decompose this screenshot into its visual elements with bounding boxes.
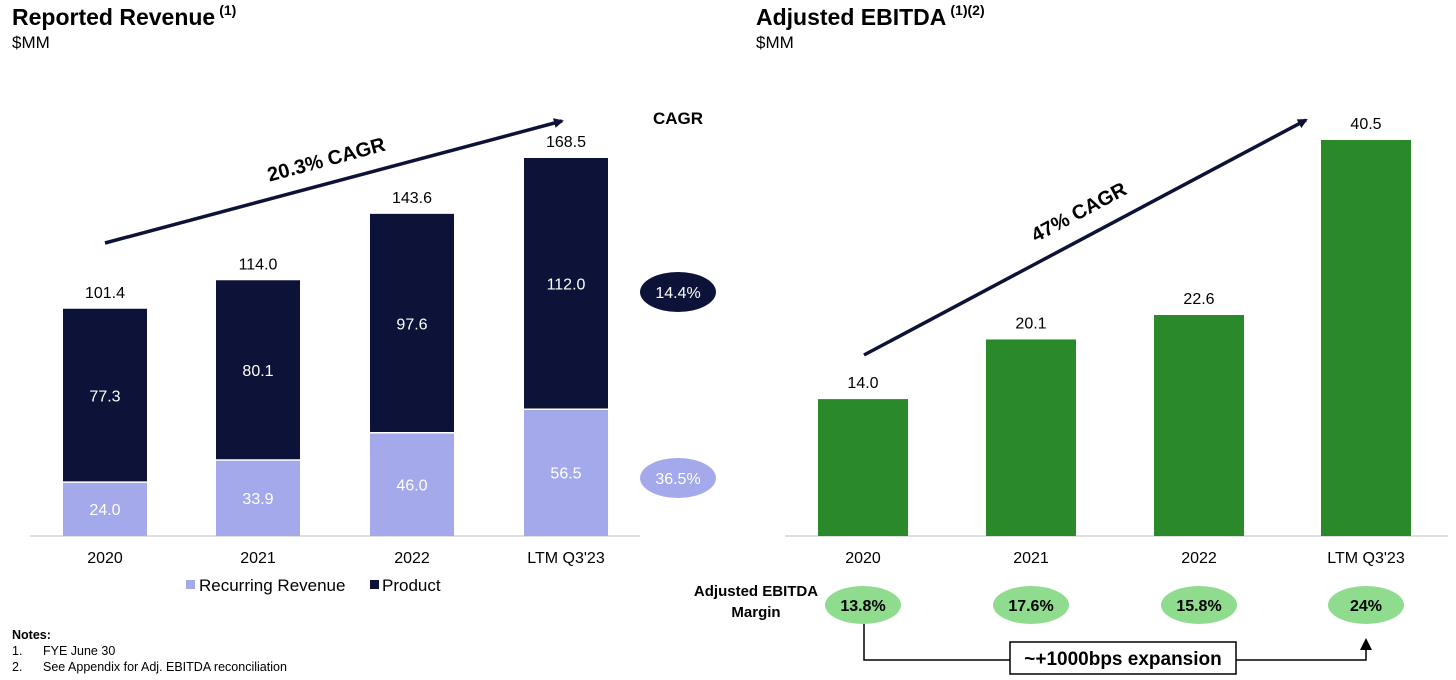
cagr-column-header: CAGR bbox=[653, 109, 703, 128]
expansion-label: ~+1000bps expansion bbox=[1024, 649, 1222, 670]
ebitda-value-label: 22.6 bbox=[1183, 291, 1214, 308]
total-value-label: 143.6 bbox=[392, 190, 432, 207]
expansion-arrowhead bbox=[1360, 638, 1372, 650]
revenue-chart-title: Reported Revenue (1) bbox=[12, 2, 237, 30]
margin-label-line2: Margin bbox=[731, 604, 780, 621]
recurring-revenue-bar bbox=[524, 409, 608, 536]
product-cagr-badge bbox=[640, 272, 716, 312]
ebitda-value-label: 20.1 bbox=[1015, 315, 1046, 332]
ebitda-bar bbox=[818, 399, 908, 536]
x-tick-label: 2022 bbox=[394, 550, 430, 567]
recurring-value-label: 46.0 bbox=[396, 477, 427, 494]
margin-pill bbox=[993, 586, 1069, 624]
margin-value: 17.6% bbox=[1008, 598, 1053, 615]
x-tick-label: 2021 bbox=[240, 550, 276, 567]
total-value-label: 101.4 bbox=[85, 285, 125, 302]
revenue-cagr-arrow-label: 20.3% CAGR bbox=[265, 134, 388, 187]
product-bar bbox=[524, 158, 608, 410]
total-value-label: 168.5 bbox=[546, 134, 586, 151]
margin-value: 15.8% bbox=[1176, 598, 1221, 615]
note-item: 2. See Appendix for Adj. EBITDA reconcili… bbox=[12, 660, 287, 674]
ebitda-title-footnote: (1)(2) bbox=[950, 2, 985, 18]
recurring-cagr-value: 36.5% bbox=[655, 471, 700, 488]
footnotes: Notes: 1. FYE June 30 2. See Appendix for … bbox=[12, 627, 287, 675]
legend-recurring-swatch bbox=[186, 580, 195, 589]
product-bar bbox=[63, 308, 147, 483]
ebitda-bar bbox=[986, 339, 1076, 536]
product-value-label: 80.1 bbox=[242, 363, 273, 380]
x-tick-label: 2021 bbox=[1013, 550, 1049, 567]
ebitda-value-label: 40.5 bbox=[1350, 116, 1381, 133]
margin-label-line1: Adjusted EBITDA bbox=[694, 583, 818, 600]
x-tick-label: 2020 bbox=[87, 550, 123, 567]
revenue-bars: 24.0 77.3 101.4 2020 33.9 80.1 114.0 2021 46.0 97… bbox=[63, 134, 608, 567]
ebitda-cagr-arrow-label: 47% CAGR bbox=[1028, 178, 1131, 247]
ebitda-bars: 14.0 2020 20.1 2021 22.6 2022 40.5 LTM Q3'23 bbox=[818, 116, 1411, 567]
margin-value: 13.8% bbox=[840, 598, 885, 615]
recurring-value-label: 56.5 bbox=[550, 466, 581, 483]
product-value-label: 97.6 bbox=[396, 316, 427, 333]
x-tick-label: LTM Q3'23 bbox=[1327, 550, 1405, 567]
note-item: 1. FYE June 30 bbox=[12, 644, 116, 658]
expansion-box bbox=[1009, 641, 1237, 675]
ebitda-bar bbox=[1321, 140, 1411, 536]
notes-heading: Notes: bbox=[12, 628, 51, 642]
margin-value: 24% bbox=[1350, 598, 1382, 615]
recurring-value-label: 33.9 bbox=[242, 491, 273, 508]
margin-pill bbox=[1161, 586, 1237, 624]
ebitda-unit-label: $MM bbox=[756, 33, 794, 52]
legend-recurring-label: Recurring Revenue bbox=[199, 576, 345, 595]
product-value-label: 77.3 bbox=[89, 388, 120, 405]
legend-product-swatch bbox=[370, 580, 379, 589]
revenue-cagr-arrow bbox=[104, 118, 564, 245]
x-tick-label: 2022 bbox=[1181, 550, 1217, 567]
total-value-label: 114.0 bbox=[239, 256, 278, 273]
x-tick-label: 2020 bbox=[845, 550, 881, 567]
recurring-cagr-badge bbox=[640, 458, 716, 498]
margin-pill bbox=[825, 586, 901, 624]
margin-pill bbox=[1328, 586, 1404, 624]
margin-pills: 13.8% 17.6% 15.8% 24% bbox=[825, 586, 1404, 624]
recurring-revenue-bar bbox=[370, 432, 454, 536]
product-value-label: 112.0 bbox=[547, 277, 586, 294]
product-bar bbox=[216, 280, 300, 460]
revenue-unit-label: $MM bbox=[12, 33, 50, 52]
recurring-revenue-bar bbox=[63, 482, 147, 536]
ebitda-chart-title: Adjusted EBITDA (1)(2) bbox=[756, 2, 985, 30]
product-cagr-value: 14.4% bbox=[655, 285, 700, 302]
legend-product-label: Product bbox=[382, 576, 441, 595]
ebitda-value-label: 14.0 bbox=[847, 375, 878, 392]
ebitda-cagr-arrow bbox=[863, 118, 1308, 357]
product-bar bbox=[370, 213, 454, 433]
ebitda-bar bbox=[1154, 315, 1244, 536]
revenue-title-footnote: (1) bbox=[219, 2, 237, 18]
recurring-revenue-bar bbox=[216, 459, 300, 536]
recurring-value-label: 24.0 bbox=[89, 502, 120, 519]
x-tick-label: LTM Q3'23 bbox=[527, 550, 605, 567]
